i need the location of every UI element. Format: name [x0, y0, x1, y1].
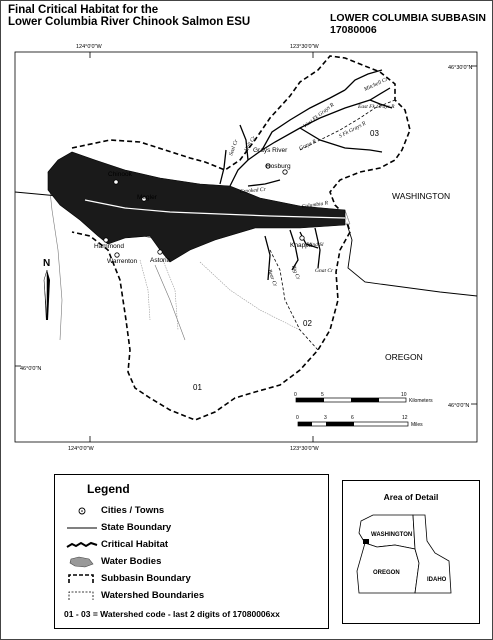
scale-mi-tick-0: 0: [296, 415, 299, 421]
legend-label-critical-habitat: Critical Habitat: [101, 539, 169, 550]
stream-label-crooked: Crooked Cr: [240, 187, 267, 195]
stream-label-grays: Grays R: [298, 138, 318, 151]
legend-item-water-bodies: Water Bodies: [65, 555, 320, 569]
legend-item-subbasin-boundary: Subbasin Boundary: [65, 572, 320, 586]
town-symbol-icon: [78, 507, 86, 515]
subbasin-name: LOWER COLUMBIA SUBBASIN: [330, 12, 486, 24]
watershed-code-02: 02: [303, 319, 312, 328]
area-of-detail-inset: Area of Detail WASHINGTON OREGON IDAHO: [342, 480, 480, 624]
scale-km-tick-10: 10: [401, 392, 407, 398]
inset-label-oregon: OREGON: [373, 570, 400, 576]
graticule: [15, 52, 477, 442]
scale-bar-mi: 0 3 6 12 Miles: [296, 415, 423, 428]
map-frame: [14, 51, 478, 443]
inset-title: Area of Detail: [383, 492, 439, 502]
watershed-boundary-symbol-icon: [68, 591, 94, 600]
columbia-channel: [84, 199, 346, 219]
legend-item-watershed-boundaries: Watershed Boundaries: [65, 589, 320, 603]
legend-label-watershed-boundaries: Watershed Boundaries: [101, 590, 205, 601]
north-label: N: [43, 258, 50, 269]
lat-label-right-top: 46°30'0"N: [448, 65, 472, 71]
scale-km-tick-0: 0: [294, 392, 297, 398]
stream-label-seal: Seal Cr: [228, 138, 240, 157]
scale-bar-km: 0 5 10 Kilometers: [294, 392, 433, 404]
coastline: [47, 171, 186, 341]
stream-label-gnat: Gnat Cr: [315, 268, 334, 274]
watershed-code-01: 01: [193, 383, 202, 392]
subbasin-heading: LOWER COLUMBIA SUBBASIN 17080006: [330, 12, 486, 36]
town-label-knappa: Knappa: [290, 242, 313, 249]
town-markers: [103, 163, 305, 258]
subbasin-code: 17080006: [330, 24, 377, 36]
subbasin-boundary-symbol-icon: [68, 574, 94, 583]
town-label-megler: Megler: [137, 194, 158, 201]
stream-label-s-fk-grays: S Fk Grays R: [338, 120, 367, 139]
town-label-warrenton: Warrenton: [107, 258, 137, 265]
legend-label-subbasin-boundary: Subbasin Boundary: [101, 573, 191, 584]
scale-mi-tick-6: 6: [351, 415, 354, 421]
water-body-symbol-icon: [69, 556, 94, 568]
legend-item-state-boundary: State Boundary: [65, 521, 320, 535]
lon-label-bottom-left: 124°0'0"W: [68, 446, 94, 452]
watershed-boundary-line: [269, 99, 396, 351]
critical-habitat-estuary: [47, 151, 346, 263]
critical-habitat-symbol-icon: [66, 541, 98, 548]
inset-oregon-shape: [356, 542, 420, 594]
legend-title: Legend: [87, 482, 130, 496]
inset-idaho-shape: [412, 514, 452, 594]
watershed-code-03: 03: [370, 129, 379, 138]
town-label-chinook: Chinook: [108, 171, 133, 178]
scale-mi-tick-12: 12: [402, 415, 408, 421]
clatsop-rivers: [139, 257, 301, 331]
scale-km-tick-5: 5: [321, 392, 324, 398]
legend-item-cities: Cities / Towns: [65, 504, 320, 518]
stream-label-columbia: Columbia R: [301, 200, 329, 210]
town-label-astoria: Astoria: [150, 257, 171, 264]
lon-label-top-left: 124°0'0"W: [76, 44, 102, 50]
lat-label-right-mid: 46°0'0"N: [448, 403, 469, 409]
state-label-washington: WASHINGTON: [392, 191, 450, 201]
map-title-line2: Lower Columbia River Chinook Salmon ESU: [8, 16, 251, 28]
stream-label-east-fk-grays: East Fk Grays R: [357, 104, 395, 110]
lat-label-left-mid: 46°0'0"N: [20, 366, 41, 372]
stream-label-big: Big Cr: [290, 265, 301, 282]
state-boundary-symbol-icon: [67, 527, 97, 529]
inset-label-idaho: IDAHO: [427, 577, 447, 583]
legend-note: 01 - 03 = Watershed code - last 2 digits…: [64, 609, 280, 619]
town-label-grays-river: Grays River: [253, 147, 288, 154]
legend-label-state-boundary: State Boundary: [101, 522, 172, 533]
inset-area-marker: [363, 539, 369, 544]
scale-km-unit: Kilometers: [409, 398, 433, 404]
critical-habitat-streams: [219, 69, 393, 281]
town-label-rosburg: Rosburg: [266, 163, 291, 170]
legend-label-water-bodies: Water Bodies: [101, 556, 162, 567]
scale-mi-tick-3: 3: [324, 415, 327, 421]
map-title: Final Critical Habitat for the Lower Col…: [8, 4, 250, 28]
subbasin-boundary-line: [71, 55, 411, 421]
inset-label-washington: WASHINGTON: [371, 532, 412, 538]
state-label-oregon: OREGON: [385, 352, 423, 362]
legend: Legend Cities / Towns State Boundary Cri…: [54, 474, 329, 629]
scale-mi-unit: Miles: [411, 422, 423, 428]
lon-label-bottom-right: 123°30'0"W: [290, 446, 320, 452]
north-arrow: N: [43, 258, 50, 321]
map-title-line1: Final Critical Habitat for the: [8, 4, 159, 16]
lon-label-top-right: 123°30'0"W: [290, 44, 320, 50]
inset-map: WASHINGTON OREGON IDAHO: [356, 514, 452, 594]
town-label-hammond: Hammond: [94, 243, 124, 250]
legend-label-cities: Cities / Towns: [101, 505, 165, 516]
stream-label-west-fk-grays: West Fk Grays R: [303, 102, 336, 130]
stream-label-blind: Blind Sl: [306, 242, 324, 248]
legend-item-critical-habitat: Critical Habitat: [65, 538, 320, 552]
